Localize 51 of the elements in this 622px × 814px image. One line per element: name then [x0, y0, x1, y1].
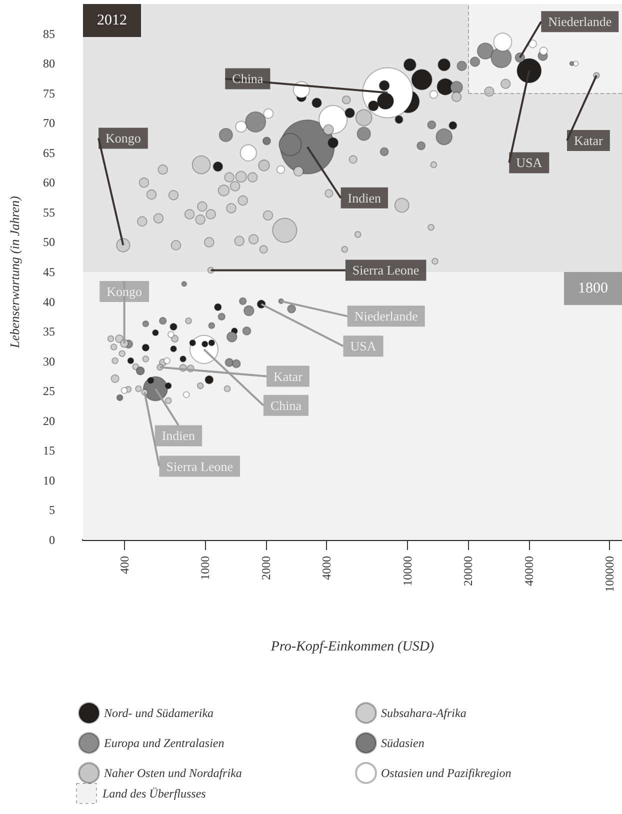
- y-tick-label: 85: [43, 26, 55, 41]
- legend-label: Naher Osten und Nordafrika: [103, 766, 242, 780]
- annotation: Kongo: [106, 284, 142, 299]
- y-tick-label: 40: [43, 294, 55, 309]
- x-tick-label: 100000: [602, 556, 617, 592]
- x-tick-label: 10000: [400, 556, 414, 586]
- y-tick-label: 20: [43, 414, 55, 428]
- y-axis-title: Lebenserwartung (in Jahren): [7, 196, 22, 349]
- y-tick-label: 45: [43, 265, 55, 279]
- x-tick-label: 4000: [320, 556, 334, 580]
- y-tick-label: 80: [43, 56, 55, 71]
- x-tick-label: 40000: [522, 556, 536, 586]
- annotation: Kongo: [106, 130, 141, 146]
- y-tick-label: 10: [43, 473, 55, 488]
- band-label: 2012: [97, 12, 127, 28]
- x-tick-label: 2000: [258, 556, 273, 580]
- x-tick-label: 1000: [198, 556, 212, 580]
- y-tick-label: 70: [43, 116, 55, 130]
- band-label: 1800: [578, 280, 608, 296]
- y-tick-label: 5: [49, 503, 55, 518]
- y-tick-label: 55: [43, 205, 55, 220]
- x-tick-label: 20000: [461, 556, 476, 586]
- annotation: Niederlande: [354, 308, 418, 324]
- annotation: Sierra Leone: [166, 458, 234, 474]
- legend-label: Land des Überflusses: [102, 786, 206, 800]
- annotation: Niederlande: [548, 14, 612, 30]
- annotation: China: [270, 398, 302, 413]
- annotation: Indien: [348, 190, 382, 206]
- y-tick-label: 0: [49, 533, 55, 547]
- y-tick-label: 65: [43, 146, 55, 160]
- x-axis-title: Pro-Kopf-Einkommen (USD): [270, 640, 434, 654]
- annotation: USA: [516, 155, 543, 170]
- legend-label: Europa und Zentralasien: [103, 736, 224, 750]
- y-tick-label: 60: [43, 176, 55, 190]
- legend-label: Ostasien und Pazifikregion: [381, 766, 512, 780]
- y-tick-label: 30: [43, 354, 55, 368]
- y-tick-label: 75: [43, 86, 55, 100]
- y-tick-label: 35: [43, 324, 55, 339]
- y-tick-label: 25: [43, 384, 55, 398]
- annotation: Sierra Leone: [352, 262, 420, 278]
- annotation: Katar: [274, 368, 304, 384]
- x-tick-label: 400: [117, 556, 132, 574]
- annotation: Katar: [574, 132, 604, 148]
- annotation: Indien: [162, 428, 196, 444]
- y-tick-label: 15: [43, 444, 55, 458]
- y-tick-label: 50: [43, 235, 55, 250]
- legend-label: Subsahara-Afrika: [381, 706, 466, 720]
- legend-label: Nord- und Südamerika: [103, 706, 214, 720]
- annotation: China: [232, 71, 264, 86]
- legend-label: Südasien: [381, 736, 424, 750]
- annotation: USA: [350, 338, 377, 354]
